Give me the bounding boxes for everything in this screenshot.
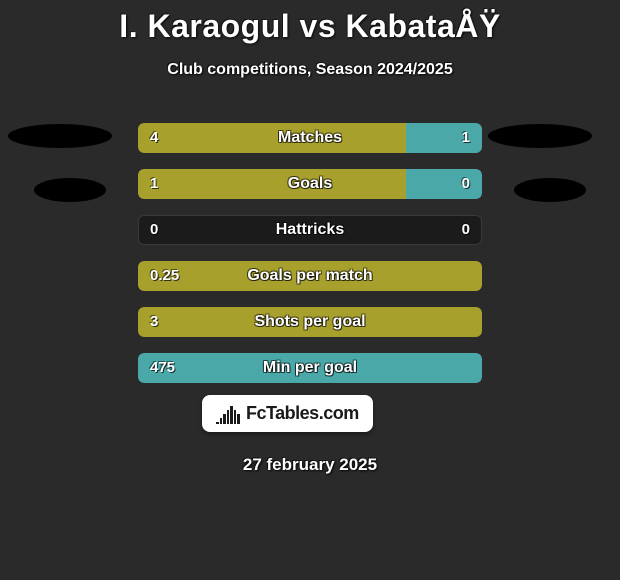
- stat-row: 0.25Goals per match: [138, 261, 482, 291]
- player-shadow-ellipse: [488, 124, 592, 148]
- stat-value-left: 1: [150, 169, 158, 199]
- stat-row-bg: [138, 215, 482, 245]
- stat-bar-left: [138, 169, 406, 199]
- bar-chart-icon: [216, 404, 240, 424]
- stat-row: 10Goals: [138, 169, 482, 199]
- stat-row-bg: [138, 307, 482, 337]
- stat-value-right: 0: [462, 169, 470, 199]
- icon-bar: [237, 414, 240, 424]
- comparison-chart: 41Matches10Goals00Hattricks0.25Goals per…: [138, 123, 482, 399]
- stat-value-left: 475: [150, 353, 175, 383]
- icon-bar: [230, 406, 233, 424]
- stat-row: 3Shots per goal: [138, 307, 482, 337]
- stat-bar-left: [138, 123, 406, 153]
- stat-row: 00Hattricks: [138, 215, 482, 245]
- icon-bar: [220, 418, 223, 424]
- fctables-badge[interactable]: FcTables.com: [202, 395, 373, 432]
- page-title: I. Karaogul vs KabataÅŸ: [0, 0, 620, 45]
- stat-row: 41Matches: [138, 123, 482, 153]
- stat-value-right: 0: [462, 215, 470, 245]
- icon-bar: [216, 422, 219, 424]
- stat-value-left: 0: [150, 215, 158, 245]
- player-shadow-ellipse: [8, 124, 112, 148]
- badge-text: FcTables.com: [246, 403, 359, 424]
- stat-row-bg: [138, 261, 482, 291]
- stat-value-left: 3: [150, 307, 158, 337]
- stat-value-left: 4: [150, 123, 158, 153]
- stat-row: 475Min per goal: [138, 353, 482, 383]
- stat-value-left: 0.25: [150, 261, 179, 291]
- icon-bar: [227, 410, 230, 424]
- stat-bar-right: [406, 169, 482, 199]
- page-subtitle: Club competitions, Season 2024/2025: [0, 61, 620, 79]
- player-shadow-ellipse: [34, 178, 106, 202]
- player-shadow-ellipse: [514, 178, 586, 202]
- icon-bar: [234, 410, 237, 424]
- stat-bar-right: [406, 123, 482, 153]
- footer-date: 27 february 2025: [0, 455, 620, 475]
- icon-bar: [223, 414, 226, 424]
- stat-row-bg: [138, 353, 482, 383]
- stat-value-right: 1: [462, 123, 470, 153]
